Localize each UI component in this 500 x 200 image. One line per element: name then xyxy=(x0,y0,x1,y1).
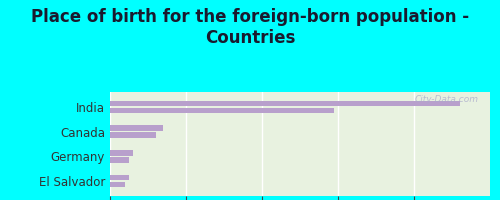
Bar xyxy=(110,182,125,187)
Bar xyxy=(110,125,163,131)
Text: Place of birth for the foreign-born population -
Countries: Place of birth for the foreign-born popu… xyxy=(31,8,469,47)
Bar xyxy=(110,175,129,180)
Bar xyxy=(110,157,129,163)
Text: City-Data.com: City-Data.com xyxy=(414,95,478,104)
Bar xyxy=(110,108,334,113)
Bar xyxy=(110,101,460,106)
Bar xyxy=(110,132,156,138)
Bar xyxy=(110,150,133,156)
